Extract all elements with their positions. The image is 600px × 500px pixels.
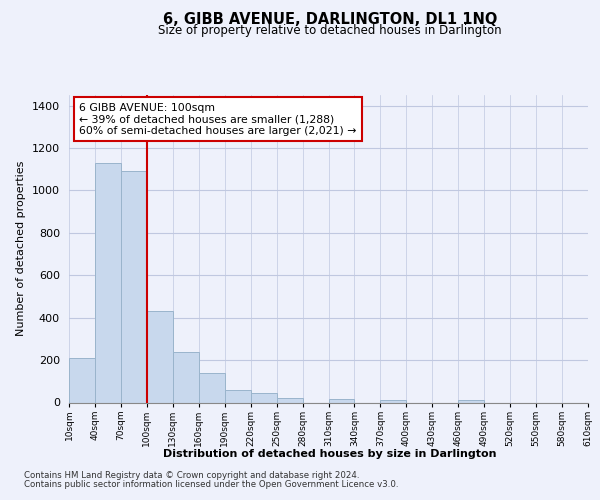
Text: 6, GIBB AVENUE, DARLINGTON, DL1 1NQ: 6, GIBB AVENUE, DARLINGTON, DL1 1NQ — [163, 12, 497, 28]
Bar — [173, 352, 199, 403]
Text: 6 GIBB AVENUE: 100sqm
← 39% of detached houses are smaller (1,288)
60% of semi-d: 6 GIBB AVENUE: 100sqm ← 39% of detached … — [79, 102, 357, 136]
Text: Contains HM Land Registry data © Crown copyright and database right 2024.: Contains HM Land Registry data © Crown c… — [24, 471, 359, 480]
Bar — [147, 312, 173, 402]
Bar — [329, 400, 355, 402]
Bar — [380, 400, 406, 402]
Bar — [95, 163, 121, 402]
Text: Distribution of detached houses by size in Darlington: Distribution of detached houses by size … — [163, 449, 497, 459]
Bar — [69, 358, 95, 403]
Bar — [458, 400, 484, 402]
Bar — [199, 373, 224, 402]
Bar — [121, 172, 147, 402]
Bar — [251, 393, 277, 402]
Bar — [225, 390, 251, 402]
Text: Contains public sector information licensed under the Open Government Licence v3: Contains public sector information licen… — [24, 480, 398, 489]
Y-axis label: Number of detached properties: Number of detached properties — [16, 161, 26, 336]
Text: Size of property relative to detached houses in Darlington: Size of property relative to detached ho… — [158, 24, 502, 37]
Bar — [277, 398, 302, 402]
